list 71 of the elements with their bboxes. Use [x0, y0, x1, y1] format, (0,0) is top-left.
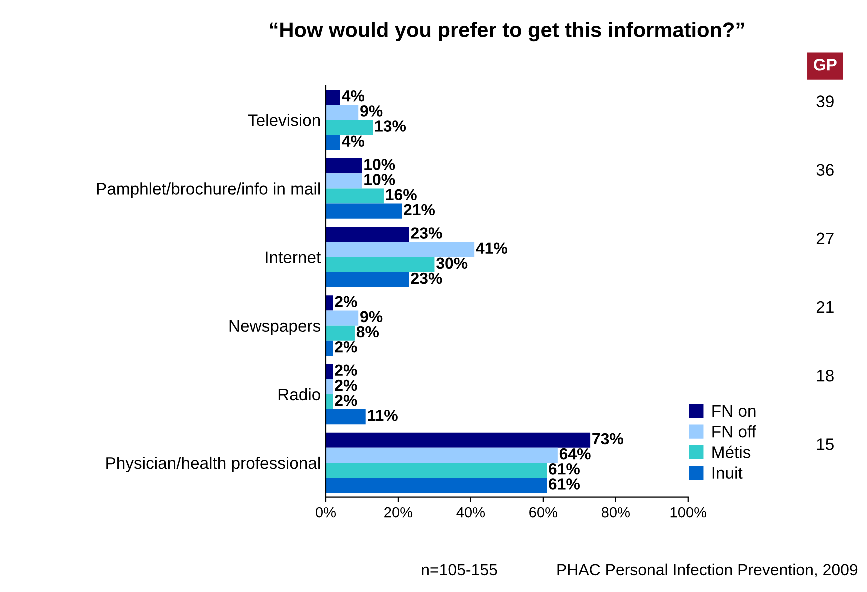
data-label: 41%: [476, 242, 508, 254]
bar: [326, 242, 475, 258]
bar: [326, 310, 359, 326]
x-tick-label: 0%: [316, 507, 336, 518]
data-label: 23%: [411, 228, 442, 239]
x-tick-label: 20%: [384, 507, 413, 518]
data-label: 73%: [592, 433, 624, 445]
x-tick-label: 60%: [530, 507, 558, 518]
chart-title: “How would you prefer to get this information?”: [270, 22, 744, 42]
bar: [326, 326, 355, 341]
legend-label: Métis: [712, 446, 751, 458]
data-label: 2%: [335, 394, 358, 406]
data-label: 10%: [364, 159, 396, 170]
text: 15: [817, 438, 834, 450]
data-label: 2%: [335, 296, 358, 308]
bar: [326, 364, 334, 380]
data-label: 2%: [335, 380, 358, 392]
data-label: 4%: [342, 136, 365, 148]
y-tick-label: Pamphlet/brochure/info in mail: [97, 182, 320, 198]
text: 39: [816, 96, 834, 108]
data-label: 9%: [360, 311, 383, 323]
bar: [326, 410, 366, 425]
bar: [326, 257, 435, 272]
x-tick-label: 40%: [456, 507, 486, 518]
bar: [326, 90, 340, 106]
data-label: 2%: [335, 364, 358, 376]
text: 27: [816, 232, 834, 244]
data-label: 21%: [404, 204, 436, 216]
bar: [326, 120, 374, 136]
legend-label: Inuit: [712, 466, 743, 479]
data-label: 64%: [560, 448, 591, 460]
data-label: 4%: [342, 90, 365, 102]
bar: [326, 227, 410, 242]
bar: [326, 135, 340, 150]
data-label: 61%: [549, 464, 580, 475]
data-label: 13%: [376, 120, 406, 132]
bar: [326, 188, 384, 204]
text: 21: [816, 301, 834, 314]
bar: [326, 478, 548, 494]
y-tick-label: Radio: [278, 388, 320, 401]
x-tick-label: 80%: [602, 507, 630, 518]
bar: [326, 105, 359, 120]
bar: [326, 204, 402, 219]
bar: [326, 462, 548, 478]
bar: [326, 158, 362, 174]
text: PHAC Personal Infection Prevention, 2009: [558, 564, 858, 578]
data-label: 9%: [360, 106, 383, 117]
bar: [326, 174, 362, 189]
legend-label: FN on: [712, 405, 756, 418]
data-label: 11%: [368, 410, 398, 422]
data-label: 30%: [436, 258, 468, 270]
data-label: 2%: [335, 341, 358, 353]
bar: [326, 296, 334, 311]
legend-label: FN off: [712, 426, 756, 438]
y-tick-label: Internet: [266, 252, 322, 264]
text: GP: [814, 58, 837, 71]
data-label: 10%: [364, 174, 396, 186]
data-label: 61%: [549, 478, 580, 490]
y-tick-label: Television: [248, 114, 320, 126]
data-label: 8%: [356, 326, 380, 338]
data-label: 23%: [411, 272, 442, 284]
bar: [326, 272, 410, 288]
x-tick-label: 100%: [670, 507, 707, 518]
y-tick-label: Newspapers: [230, 320, 321, 336]
bar: [326, 432, 591, 448]
text: 18: [817, 370, 834, 382]
bar: [326, 448, 558, 463]
y-tick-label: Physician/health professional: [106, 456, 320, 472]
text: n=105-155: [422, 564, 498, 576]
text: 36: [816, 164, 834, 176]
data-label: 16%: [386, 189, 417, 201]
